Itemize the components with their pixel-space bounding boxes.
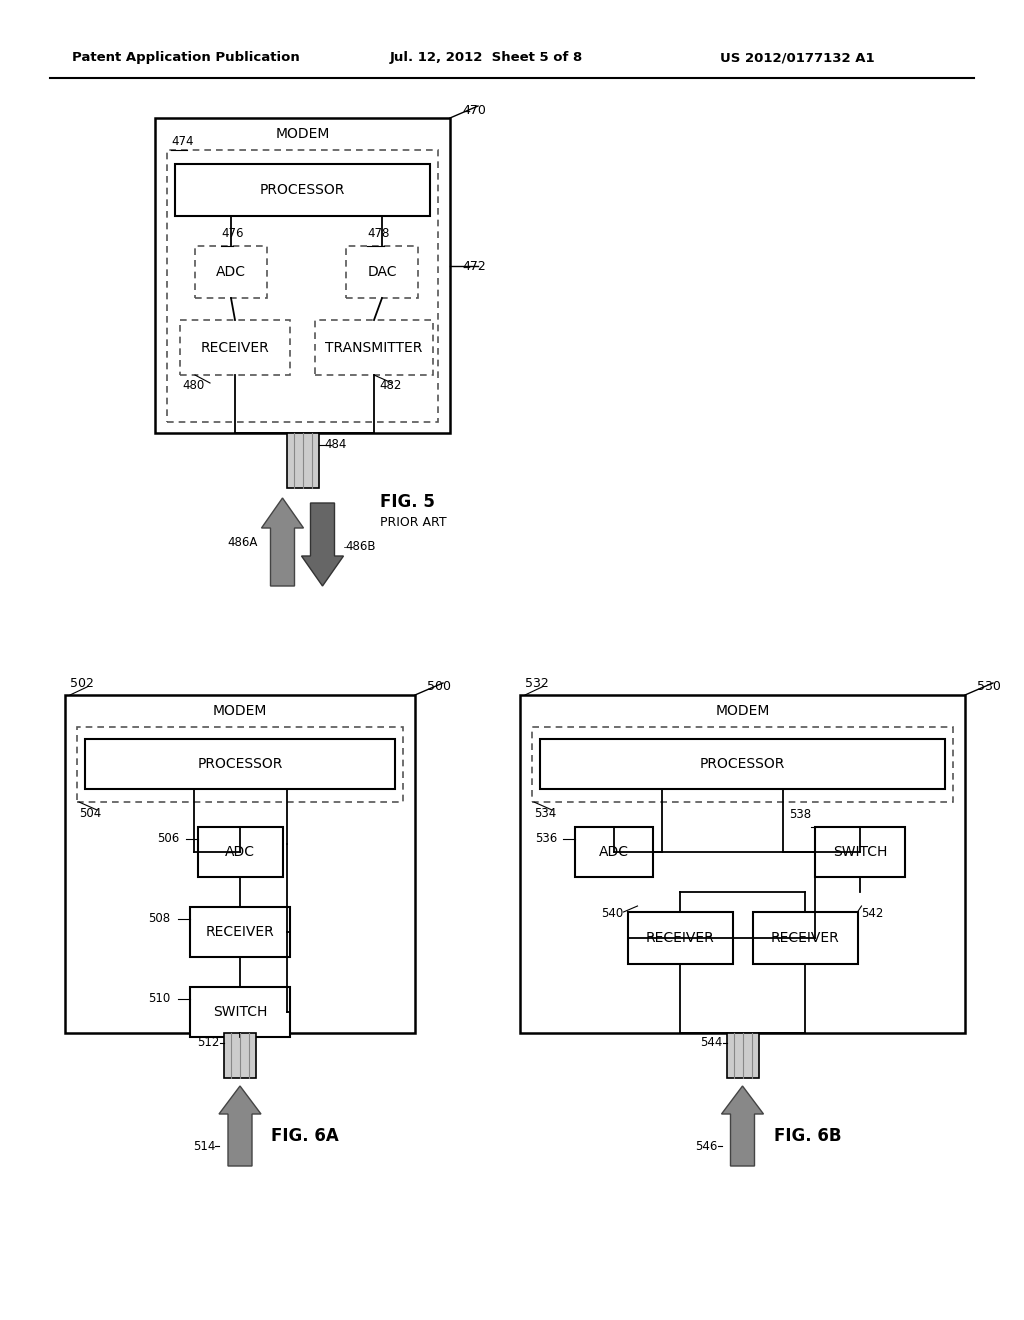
- Text: 504: 504: [79, 807, 101, 820]
- Text: ADC: ADC: [216, 265, 246, 279]
- Text: 506: 506: [158, 833, 180, 846]
- Bar: [167, 150, 438, 422]
- Bar: [190, 907, 290, 957]
- Text: 478: 478: [367, 227, 389, 240]
- Polygon shape: [301, 503, 343, 586]
- Text: 534: 534: [534, 807, 556, 820]
- Text: 540: 540: [601, 907, 624, 920]
- Bar: [520, 696, 965, 1034]
- Text: Jul. 12, 2012  Sheet 5 of 8: Jul. 12, 2012 Sheet 5 of 8: [390, 51, 584, 65]
- Text: 538: 538: [788, 808, 811, 821]
- Polygon shape: [261, 498, 303, 586]
- Text: 542: 542: [861, 907, 884, 920]
- Polygon shape: [219, 1086, 261, 1166]
- Text: Patent Application Publication: Patent Application Publication: [72, 51, 300, 65]
- Bar: [224, 1034, 256, 1078]
- Bar: [175, 164, 430, 216]
- Text: RECEIVER: RECEIVER: [206, 925, 274, 939]
- Text: RECEIVER: RECEIVER: [771, 931, 840, 945]
- Text: 546: 546: [695, 1139, 718, 1152]
- Text: 482: 482: [379, 379, 401, 392]
- Bar: [77, 727, 403, 803]
- Text: MODEM: MODEM: [213, 704, 267, 718]
- Text: 508: 508: [148, 912, 170, 925]
- Text: 480: 480: [182, 379, 204, 392]
- Bar: [190, 987, 290, 1038]
- Text: 544: 544: [700, 1036, 723, 1049]
- Bar: [287, 433, 318, 488]
- Text: RECEIVER: RECEIVER: [645, 931, 715, 945]
- Text: PROCESSOR: PROCESSOR: [699, 756, 785, 771]
- Text: SWITCH: SWITCH: [833, 845, 887, 859]
- Text: 470: 470: [462, 103, 485, 116]
- Bar: [726, 1034, 759, 1078]
- Text: 512: 512: [198, 1036, 220, 1049]
- Text: 486B: 486B: [345, 540, 376, 553]
- Text: PROCESSOR: PROCESSOR: [260, 183, 345, 197]
- Text: 536: 536: [535, 833, 557, 846]
- Text: 532: 532: [525, 677, 549, 690]
- Text: 486A: 486A: [227, 536, 257, 549]
- Bar: [180, 319, 290, 375]
- Bar: [628, 912, 732, 964]
- Text: FIG. 6B: FIG. 6B: [773, 1127, 841, 1144]
- Bar: [540, 739, 945, 789]
- Text: MODEM: MODEM: [275, 127, 330, 141]
- Bar: [315, 319, 433, 375]
- Text: RECEIVER: RECEIVER: [201, 341, 269, 355]
- Text: TRANSMITTER: TRANSMITTER: [326, 341, 423, 355]
- Text: 474: 474: [171, 135, 194, 148]
- Bar: [753, 912, 857, 964]
- Text: 472: 472: [462, 260, 485, 272]
- Text: ADC: ADC: [225, 845, 255, 859]
- Bar: [85, 739, 395, 789]
- Text: PROCESSOR: PROCESSOR: [198, 756, 283, 771]
- Bar: [65, 696, 415, 1034]
- Text: 476: 476: [221, 227, 244, 240]
- Text: 530: 530: [977, 681, 1000, 693]
- Text: 500: 500: [427, 681, 451, 693]
- Polygon shape: [722, 1086, 764, 1166]
- Bar: [195, 246, 267, 298]
- Text: 514: 514: [193, 1139, 215, 1152]
- Text: ADC: ADC: [599, 845, 629, 859]
- Text: FIG. 5: FIG. 5: [380, 492, 435, 511]
- Bar: [155, 117, 450, 433]
- Text: DAC: DAC: [368, 265, 396, 279]
- Bar: [346, 246, 418, 298]
- Bar: [815, 828, 905, 876]
- Text: 502: 502: [70, 677, 94, 690]
- Text: 510: 510: [148, 993, 170, 1006]
- Bar: [575, 828, 653, 876]
- Text: SWITCH: SWITCH: [213, 1005, 267, 1019]
- Text: MODEM: MODEM: [716, 704, 770, 718]
- Bar: [198, 828, 283, 876]
- Bar: [532, 727, 953, 803]
- Text: 484: 484: [325, 438, 347, 451]
- Text: PRIOR ART: PRIOR ART: [380, 516, 446, 529]
- Text: US 2012/0177132 A1: US 2012/0177132 A1: [720, 51, 874, 65]
- Text: FIG. 6A: FIG. 6A: [271, 1127, 339, 1144]
